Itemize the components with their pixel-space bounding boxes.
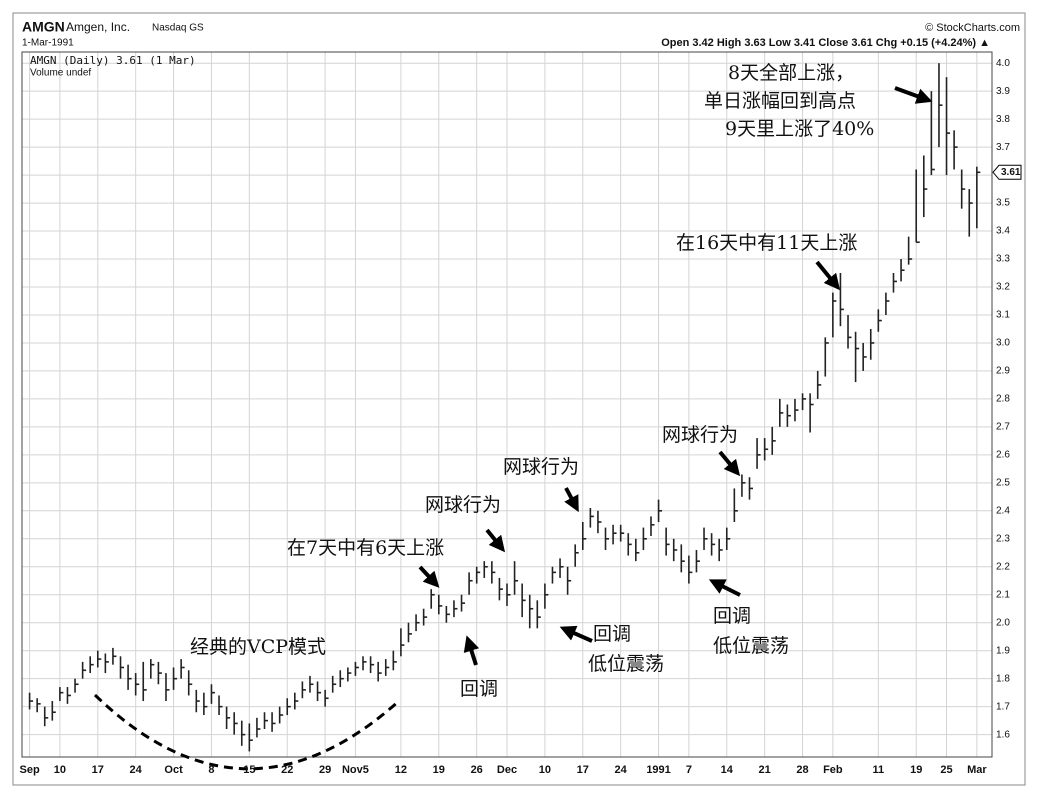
annotation: 在7天中有6天上涨: [287, 537, 444, 559]
annotation: 回调: [713, 605, 751, 627]
x-tick-label: 28: [796, 764, 808, 776]
y-tick-label: 1.7: [996, 701, 1010, 712]
x-tick-label: 17: [577, 764, 589, 776]
x-tick-label: 25: [940, 764, 952, 776]
x-tick-label: 8: [208, 764, 214, 776]
arrow: [485, 528, 506, 553]
annotation: 单日涨幅回到高点: [704, 90, 856, 112]
x-tick-label: 22: [281, 764, 293, 776]
annotation: 8天全部上涨，: [728, 62, 854, 84]
annotation: 回调: [593, 623, 631, 645]
symbol: AMGN: [22, 19, 65, 35]
annotation: 回调: [460, 678, 498, 700]
x-tick-label: Oct: [164, 764, 183, 776]
y-tick-label: 2.5: [996, 477, 1010, 488]
arrow: [894, 86, 933, 104]
last-price-label: 3.61: [1001, 167, 1021, 178]
annotation: 网球行为: [425, 494, 501, 516]
x-tick-label: 17: [92, 764, 104, 776]
annotation: 在16天中有11天上涨: [676, 232, 857, 254]
y-tick-label: 3.4: [996, 226, 1010, 237]
arrow: [418, 565, 440, 588]
y-tick-label: 2.1: [996, 589, 1010, 600]
y-tick-label: 4.0: [996, 58, 1010, 69]
y-tick-label: 2.4: [996, 505, 1010, 516]
company: Amgen, Inc.: [66, 20, 130, 34]
x-tick-label: Feb: [823, 764, 843, 776]
arrow: [718, 450, 741, 477]
y-tick-label: 1.8: [996, 673, 1010, 684]
x-tick-label: 21: [759, 764, 771, 776]
x-tick-label: 29: [319, 764, 331, 776]
y-tick-label: 2.0: [996, 617, 1010, 628]
annotation: 经典的VCP模式: [190, 636, 326, 658]
annotation: 网球行为: [503, 456, 579, 478]
vcp-curve: [93, 693, 402, 771]
last-price-flag: [992, 164, 1022, 180]
y-tick-label: 3.0: [996, 338, 1010, 349]
x-tick-label: 11: [873, 764, 885, 776]
legend-volume: Volume undef: [30, 68, 91, 79]
y-tick-label: 3.1: [996, 310, 1010, 321]
x-tick-label: 14: [721, 764, 734, 776]
x-tick-label: Dec: [497, 764, 517, 776]
y-tick-label: 3.2: [996, 282, 1010, 293]
arrow: [463, 635, 480, 666]
x-tick-label: Nov5: [342, 764, 369, 776]
frame: [12, 12, 1026, 786]
x-tick-label: 19: [910, 764, 922, 776]
arrow: [564, 487, 579, 513]
y-tick-label: 2.3: [996, 533, 1010, 544]
y-tick-label: 3.9: [996, 86, 1010, 97]
x-tick-label: Sep: [19, 764, 39, 776]
source: © StockCharts.com: [925, 22, 1020, 34]
arrows: [418, 86, 933, 666]
y-tick-label: 3.3: [996, 254, 1010, 265]
legend-price: AMGN (Daily) 3.61 (1 Mar): [30, 54, 196, 67]
plot-border: [21, 51, 993, 758]
y-tick-label: 3.5: [996, 198, 1010, 209]
arrow: [559, 625, 593, 643]
y-tick-label: 3.8: [996, 114, 1010, 125]
x-tick-label: 1991: [646, 764, 670, 776]
y-tick-label: 2.9: [996, 366, 1010, 377]
y-tick-label: 1.6: [996, 729, 1010, 740]
x-tick-label: Mar: [967, 764, 987, 776]
y-tick-label: 2.7: [996, 422, 1010, 433]
y-tick-label: 2.2: [996, 561, 1010, 572]
x-tick-label: 10: [539, 764, 551, 776]
annotation: 低位震荡: [713, 635, 789, 657]
x-tick-label: 15: [243, 764, 255, 776]
date: 1-Mar-1991: [22, 38, 74, 49]
annotation: 9天里上涨了40%: [725, 118, 874, 140]
arrow: [708, 579, 741, 597]
y-tick-label: 3.7: [996, 142, 1010, 153]
plot-area: [22, 52, 992, 757]
y-tick-label: 2.8: [996, 394, 1010, 405]
arrow: [815, 260, 841, 291]
annotation: 网球行为: [662, 424, 738, 446]
y-tick-label: 1.9: [996, 645, 1010, 656]
x-tick-label: 12: [395, 764, 407, 776]
exchange: Nasdaq GS: [152, 23, 204, 34]
annotation: 低位震荡: [588, 653, 664, 675]
y-tick-label: 2.6: [996, 449, 1010, 460]
x-tick-label: 26: [471, 764, 483, 776]
x-tick-label: 24: [130, 764, 143, 776]
quote: Open 3.42 High 3.63 Low 3.41 Close 3.61 …: [661, 37, 990, 49]
x-tick-label: 24: [615, 764, 628, 776]
x-tick-label: 19: [433, 764, 445, 776]
x-tick-label: 7: [686, 764, 692, 776]
x-tick-label: 10: [54, 764, 66, 776]
